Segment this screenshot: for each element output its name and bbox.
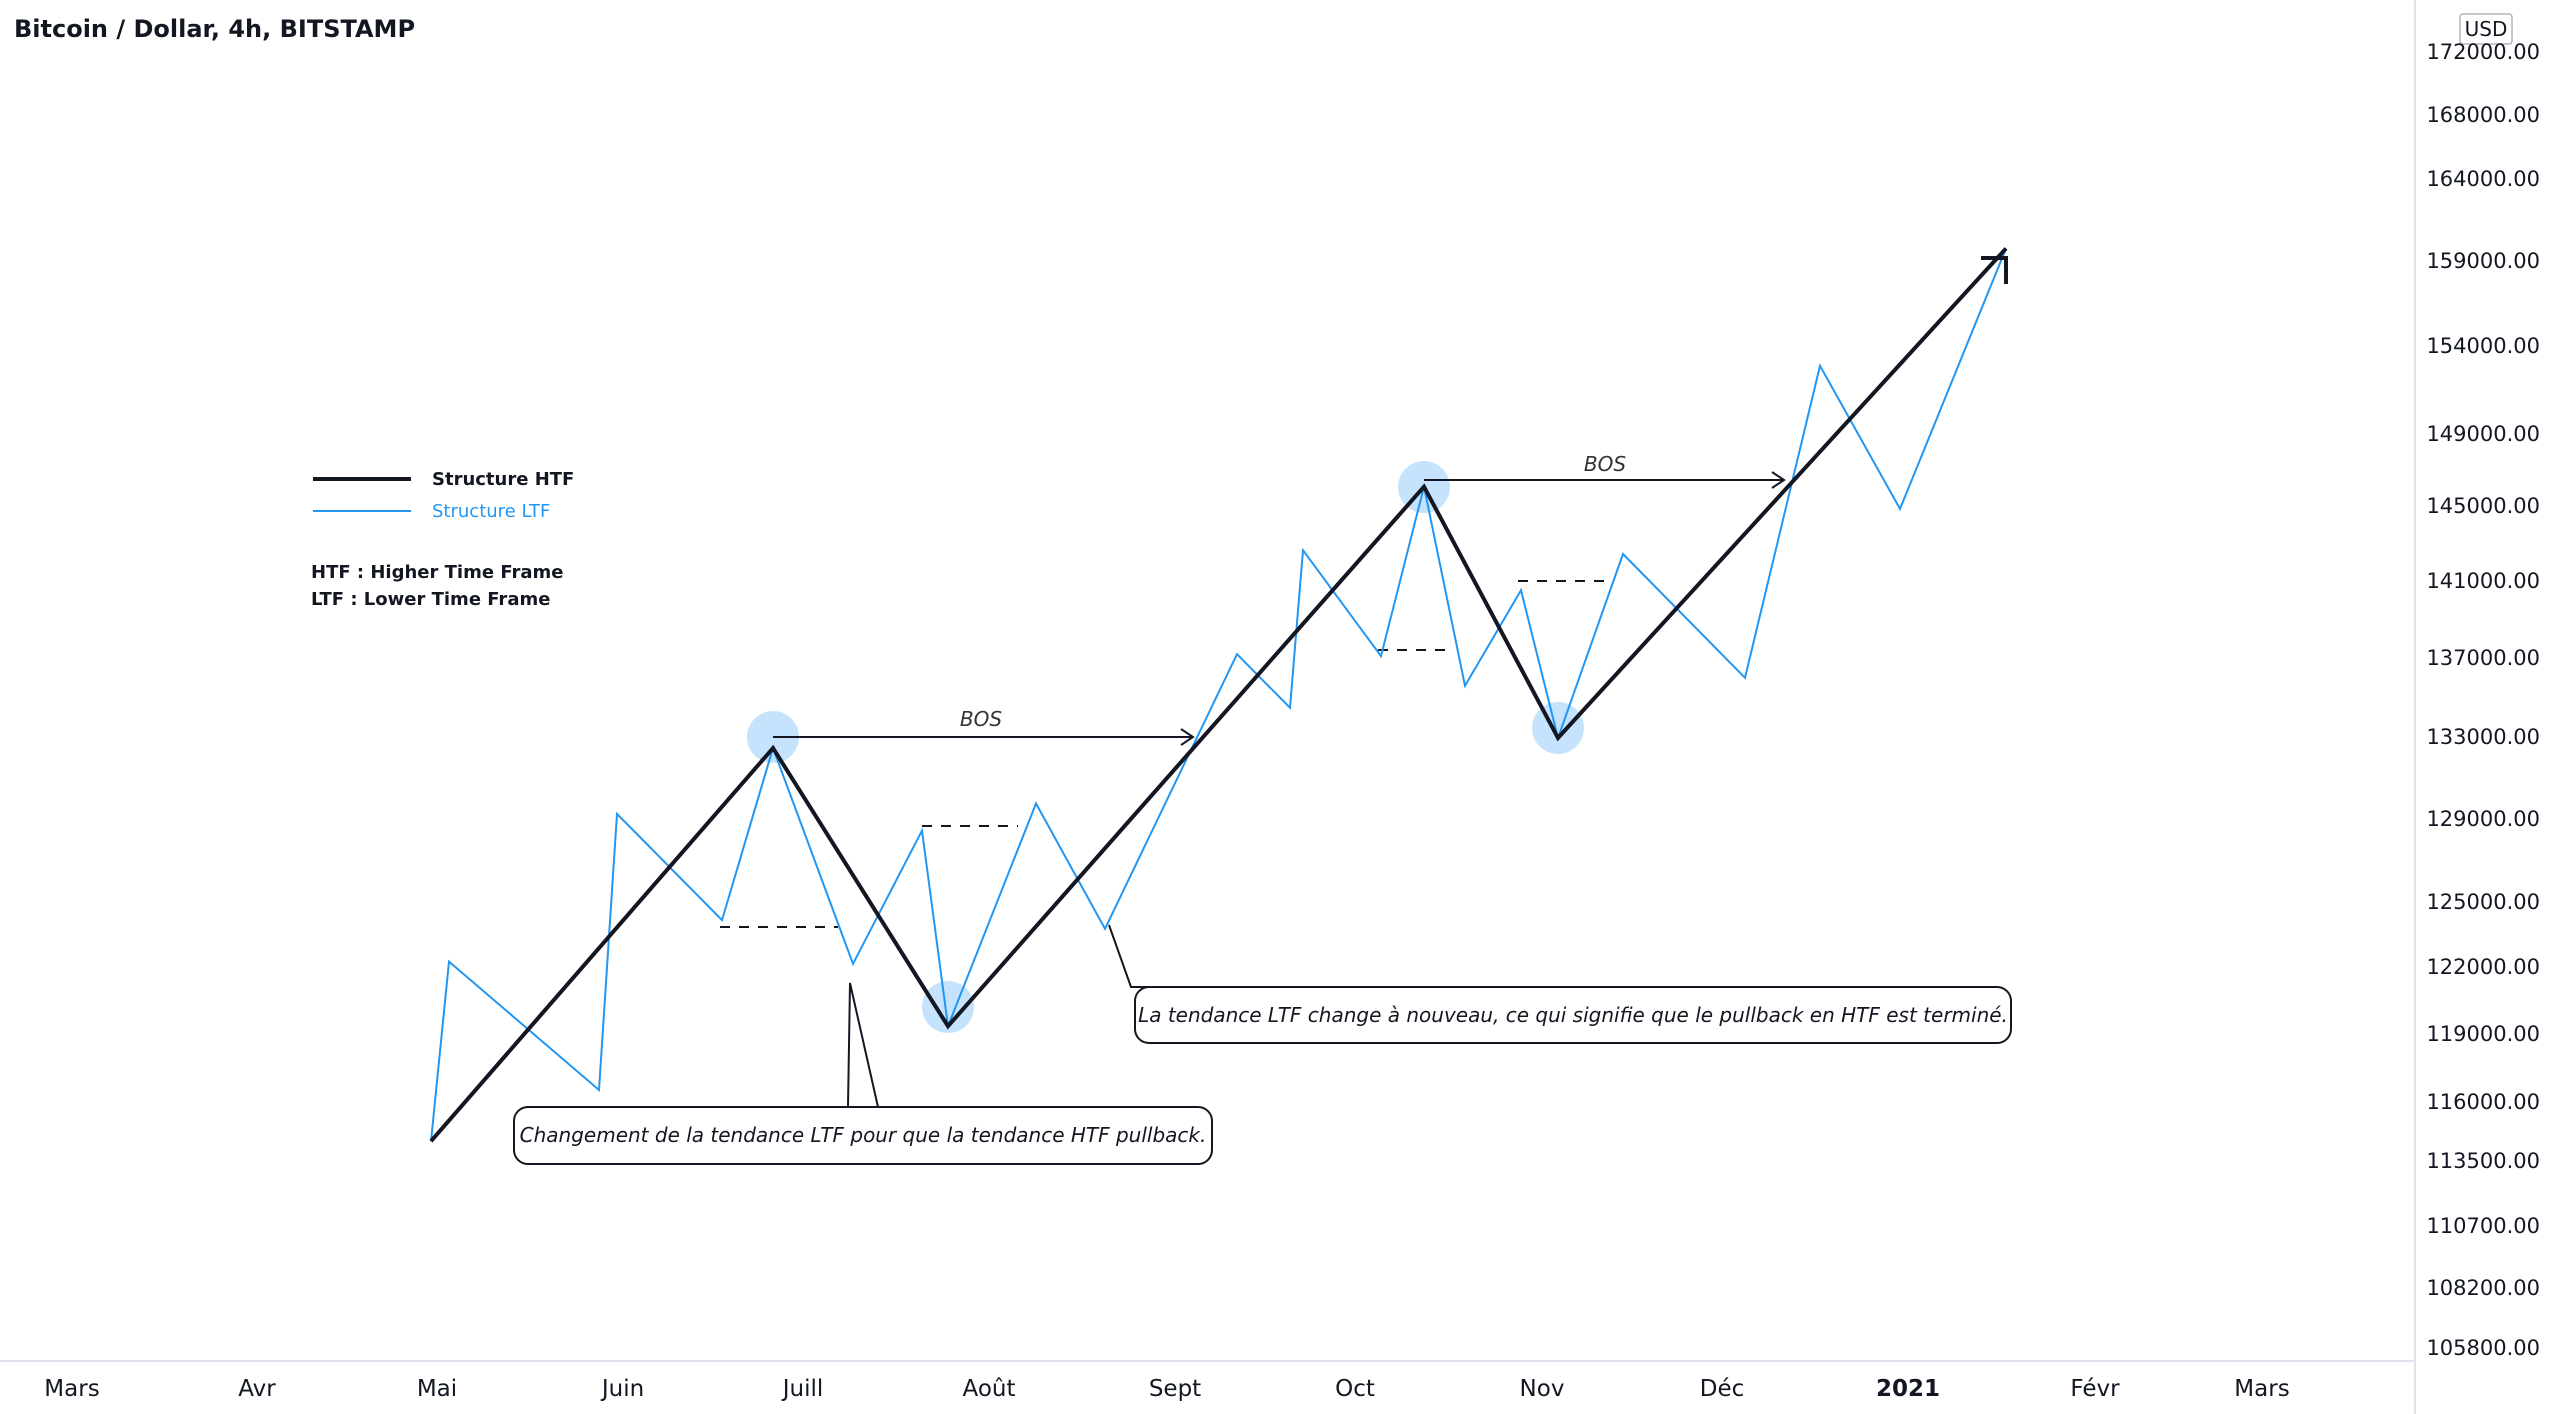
time-axis[interactable]: Mars Avr Mai Juin Juill Août Sept Oct No… [44,1376,2289,1402]
callout-text: La tendance LTF change à nouveau, ce qui… [1138,1003,2008,1027]
bos-label: BOS [1584,452,1626,476]
price-tick: 110700.00 [2426,1214,2540,1238]
legend-note-htf: HTF : Higher Time Frame [311,562,563,583]
legend-label-ltf: Structure LTF [432,501,550,522]
pivot-highlight [1532,702,1584,754]
time-tick: Juin [600,1376,644,1402]
htf-arrowhead [1981,256,2008,284]
price-tick: 116000.00 [2426,1090,2540,1114]
price-tick: 168000.00 [2426,103,2540,127]
time-tick: Sept [1149,1376,1201,1402]
time-tick-year: 2021 [1876,1376,1940,1402]
bos-annotation-1: BOS [773,707,1195,746]
price-tick: 105800.00 [2426,1336,2540,1360]
dashed-levels [720,580,1612,928]
price-tick: 133000.00 [2426,725,2540,749]
bos-annotation-2: BOS [1424,452,1786,489]
currency-badge[interactable]: USD [2459,13,2513,45]
time-tick: Nov [1520,1376,1565,1402]
price-tick: 137000.00 [2426,646,2540,670]
price-tick: 119000.00 [2426,1022,2540,1046]
price-tick: 129000.00 [2426,807,2540,831]
price-axis[interactable]: 172000.00 168000.00 164000.00 159000.00 … [2426,40,2540,1360]
time-tick: Mai [417,1376,457,1402]
price-tick: 172000.00 [2426,40,2540,64]
callout-2: La tendance LTF change à nouveau, ce qui… [1108,924,2012,1044]
time-tick: Déc [1700,1376,1745,1402]
time-tick: Mars [2234,1376,2289,1402]
currency-label: USD [2465,17,2508,41]
legend: Structure HTF Structure LTF HTF : Higher… [311,469,574,610]
pivot-highlights [747,461,1584,1033]
callout-1: Changement de la tendance LTF pour que l… [513,982,1213,1165]
series-line-htf [429,247,2008,1143]
price-tick: 159000.00 [2426,249,2540,273]
price-tick: 164000.00 [2426,167,2540,191]
callout-box [1134,986,2012,1044]
time-tick: Mars [44,1376,99,1402]
price-tick: 122000.00 [2426,955,2540,979]
price-tick: 113500.00 [2426,1149,2540,1173]
callout-box [513,1106,1213,1165]
series-line-ltf [430,248,2007,1142]
time-tick: Avr [238,1376,276,1402]
time-tick: Août [963,1376,1016,1402]
time-tick: Oct [1335,1376,1375,1402]
price-tick: 125000.00 [2426,890,2540,914]
chart-title: Bitcoin / Dollar, 4h, BITSTAMP [14,15,415,43]
bos-arrowhead [1180,728,1195,746]
price-tick: 145000.00 [2426,494,2540,518]
time-tick: Févr [2070,1376,2120,1402]
bos-label: BOS [960,707,1002,731]
bos-arrowhead [1771,471,1786,489]
price-tick: 108200.00 [2426,1276,2540,1300]
callout-pointer [847,982,879,1108]
callout-pointer [1108,924,1152,988]
callout-text: Changement de la tendance LTF pour que l… [520,1123,1207,1147]
legend-note-ltf: LTF : Lower Time Frame [311,589,550,610]
price-tick: 154000.00 [2426,334,2540,358]
legend-label-htf: Structure HTF [432,469,574,490]
price-tick: 141000.00 [2426,569,2540,593]
price-tick: 149000.00 [2426,422,2540,446]
time-tick: Juill [781,1376,824,1402]
